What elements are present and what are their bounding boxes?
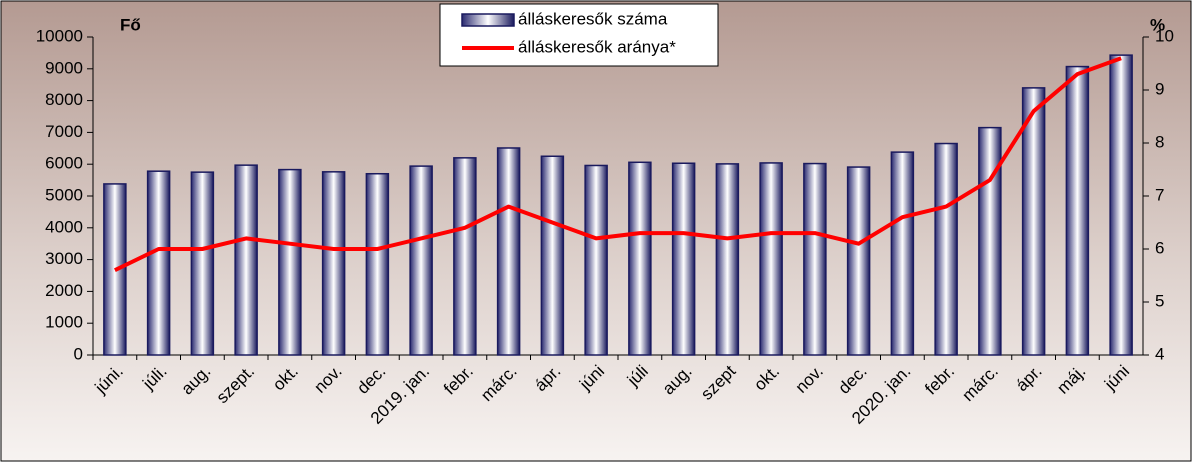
y-tick-label: 2000: [45, 281, 83, 300]
y2-tick-label: 5: [1155, 291, 1164, 310]
bar: [671, 162, 696, 356]
bar: [1109, 54, 1133, 356]
legend-label: álláskeresők aránya*: [518, 37, 676, 56]
bar: [890, 151, 915, 356]
y2-axis-label: %: [1150, 15, 1165, 34]
y-tick-label: 7000: [45, 122, 83, 141]
y-tick-label: 0: [74, 344, 83, 363]
bar: [759, 162, 783, 356]
bar: [496, 147, 521, 356]
bar: [803, 162, 827, 356]
y-tick-label: 6000: [45, 154, 83, 173]
bar: [278, 168, 302, 356]
bar: [978, 126, 1002, 356]
y2-tick-label: 8: [1155, 132, 1164, 151]
y-axis-label: Fő: [120, 15, 141, 34]
bar: [234, 164, 258, 356]
bar: [146, 170, 171, 356]
legend-label: álláskeresők száma: [518, 9, 668, 28]
bar: [715, 163, 740, 356]
bar: [321, 171, 346, 356]
bar: [190, 171, 215, 356]
bar: [584, 164, 608, 356]
bar: [1065, 65, 1090, 356]
y2-tick-label: 10: [1155, 26, 1174, 45]
y-tick-label: 10000: [36, 26, 83, 45]
y-tick-label: 5000: [45, 185, 83, 204]
y-tick-label: 3000: [45, 249, 83, 268]
bar: [934, 142, 958, 356]
y2-tick-label: 4: [1155, 344, 1164, 363]
y-tick-label: 9000: [45, 58, 83, 77]
bar: [409, 165, 433, 356]
y2-tick-label: 9: [1155, 79, 1164, 98]
bar: [1021, 87, 1046, 356]
y-tick-label: 1000: [45, 313, 83, 332]
bar: [628, 161, 652, 356]
line: [114, 56, 1122, 272]
bar: [846, 166, 871, 356]
y-tick-label: 4000: [45, 217, 83, 236]
y2-tick-label: 6: [1155, 238, 1164, 257]
bar: [365, 172, 390, 356]
legend-swatch: [461, 13, 515, 27]
y2-tick-label: 7: [1155, 185, 1164, 204]
y-tick-label: 8000: [45, 90, 83, 109]
bar: [540, 155, 565, 356]
bar: [453, 157, 477, 356]
